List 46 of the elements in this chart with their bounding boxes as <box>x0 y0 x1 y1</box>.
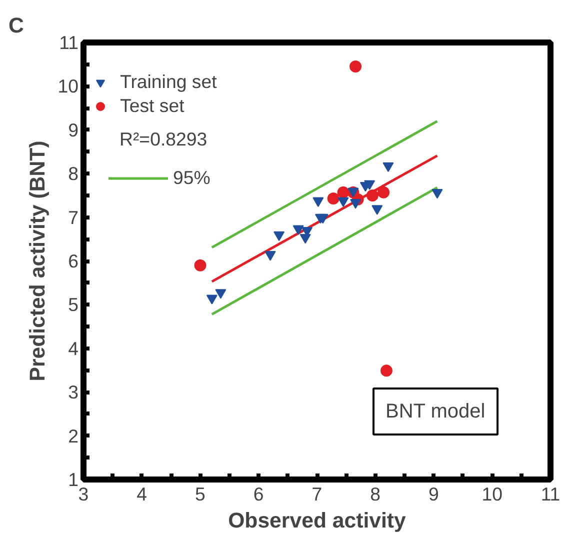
legend-label: 95% <box>173 167 210 189</box>
point <box>300 234 311 244</box>
point <box>372 205 383 215</box>
x-tick-label: 8 <box>370 484 381 504</box>
point <box>327 192 340 204</box>
point <box>292 225 304 235</box>
point <box>194 259 206 272</box>
x-tick-label: 10 <box>482 484 503 504</box>
point <box>264 251 276 261</box>
point <box>380 364 392 377</box>
point <box>338 197 349 207</box>
y-tick-label: 9 <box>68 119 79 140</box>
x-tick-label: 9 <box>428 484 439 504</box>
legend-label: Training set <box>120 71 217 93</box>
legend-label: Test set <box>120 95 184 117</box>
annotation: BNT model <box>386 400 486 422</box>
chart-title: C <box>8 14 24 38</box>
x-axis-title: Observed activity <box>228 508 406 532</box>
point <box>382 162 394 172</box>
x-tick-label: 7 <box>312 484 322 504</box>
point <box>312 197 324 207</box>
y-tick-label: 5 <box>68 294 79 316</box>
y-tick-label: 6 <box>68 250 79 272</box>
point <box>364 180 376 190</box>
point <box>206 294 218 304</box>
point <box>432 189 443 199</box>
y-tick-label: 8 <box>68 163 79 184</box>
x-tick-label: 4 <box>136 484 148 504</box>
y-tick-label: 11 <box>59 32 79 53</box>
point <box>350 60 362 73</box>
y-axis-title: Predicted activity (BNT) <box>26 140 50 382</box>
y-tick-label: 7 <box>68 206 79 228</box>
x-tick-label: 11 <box>540 484 560 504</box>
y-tick-label: 4 <box>68 338 79 359</box>
y-tick-label: 2 <box>68 425 79 446</box>
y-tick-label: 1 <box>68 469 79 490</box>
point <box>378 186 390 198</box>
point <box>350 199 362 209</box>
y-tick-label: 3 <box>68 382 79 403</box>
x-tick-label: 5 <box>195 484 206 504</box>
x-tick-label: 6 <box>253 484 264 504</box>
point <box>215 289 226 299</box>
annotation: R²=0.8293 <box>120 128 208 150</box>
point <box>274 231 285 242</box>
y-tick-label: 10 <box>58 76 79 97</box>
point <box>366 189 378 202</box>
